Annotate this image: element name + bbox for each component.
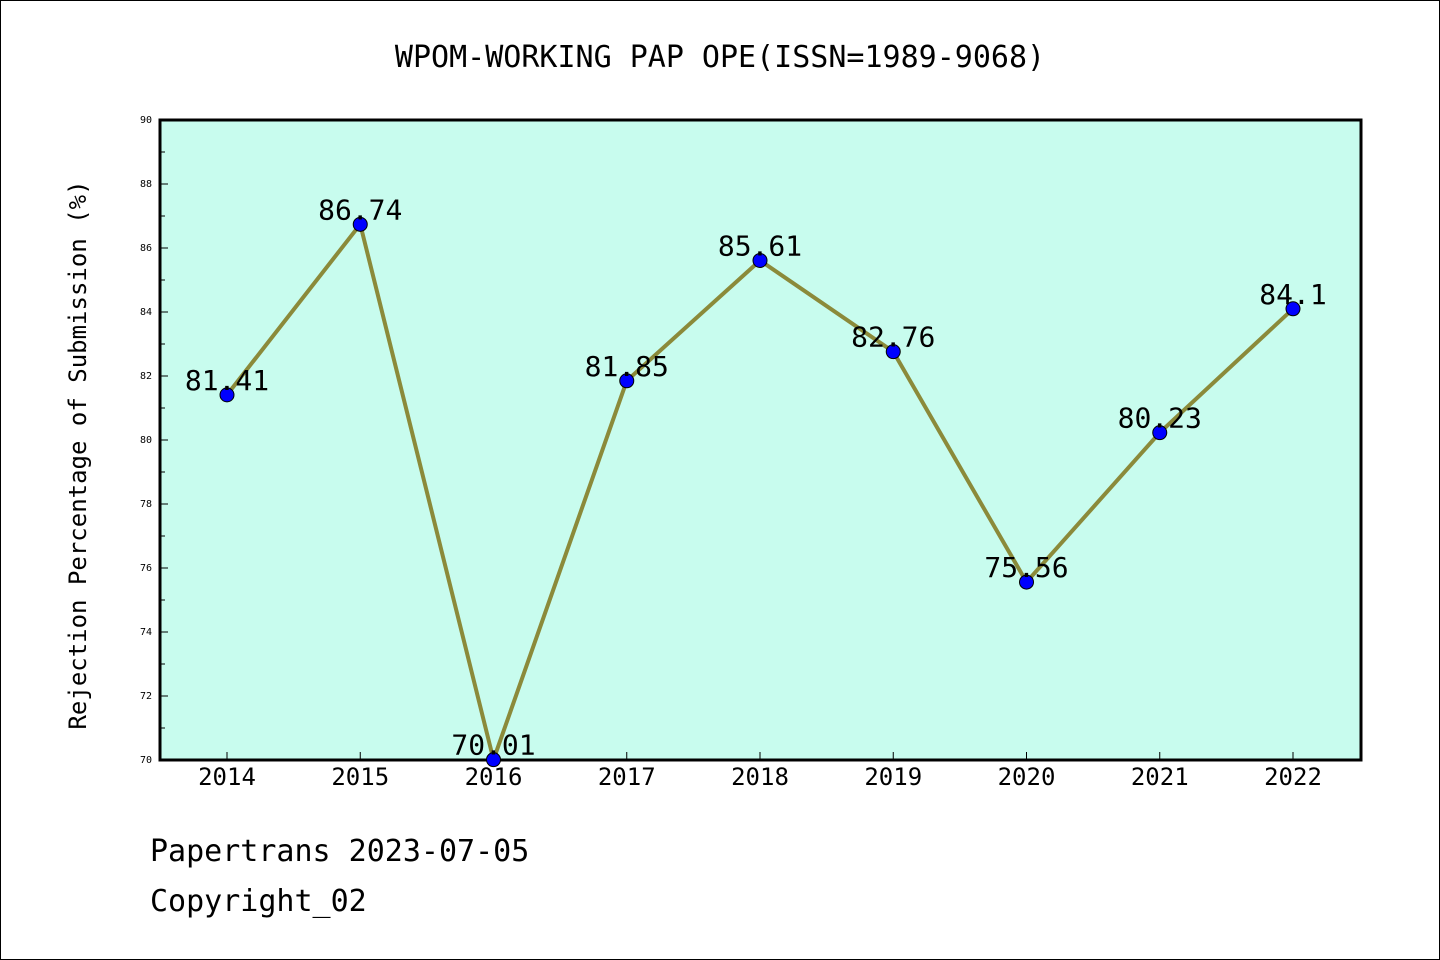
y-tick-label-76: 76 — [140, 563, 152, 574]
y-tick-label-72: 72 — [140, 691, 152, 702]
y-tick-label-78: 78 — [140, 499, 152, 510]
data-point-2021 — [1152, 425, 1168, 441]
data-point-2020 — [1019, 574, 1034, 590]
x-tick-label-2022: 2022 — [1264, 763, 1322, 791]
x-tick-label-2021: 2021 — [1131, 763, 1189, 791]
data-label-2021: 80.23 — [1118, 402, 1202, 435]
x-tick-label-2018: 2018 — [731, 763, 789, 791]
data-point-2016 — [486, 752, 501, 768]
y-tick-label-74: 74 — [140, 627, 152, 638]
y-axis: 70 72 74 76 78 80 82 84 86 88 90 — [140, 115, 168, 766]
y-tick-label-86: 86 — [140, 243, 152, 254]
y-tick-label-90: 90 — [140, 115, 152, 126]
data-point-2014 — [219, 387, 235, 403]
data-point-2019 — [885, 344, 901, 360]
x-tick-label-2014: 2014 — [198, 763, 256, 791]
data-label-2014: 81.41 — [185, 364, 269, 397]
data-label-2015: 86.74 — [318, 193, 402, 226]
x-tick-label-2019: 2019 — [864, 763, 922, 791]
data-labels: 81.41 86.74 70.01 81.85 85.61 82.76 75.56 80.23… — [185, 193, 1327, 761]
data-label-2020: 75.56 — [984, 551, 1068, 584]
x-tick-label-2016: 2016 — [465, 763, 523, 791]
y-tick-label-82: 82 — [140, 371, 152, 382]
data-point-2018 — [752, 252, 768, 268]
x-tick-label-2015: 2015 — [331, 763, 389, 791]
y-tick-label-84: 84 — [140, 307, 152, 318]
data-point-2015 — [352, 216, 368, 232]
data-label-2018: 85.61 — [718, 229, 802, 262]
footer-copyright: Copyright_02 — [150, 884, 367, 919]
x-tick-label-2020: 2020 — [998, 763, 1056, 791]
data-label-2022: 84.1 — [1259, 278, 1326, 311]
data-point-2017 — [619, 373, 635, 389]
data-label-2016: 70.01 — [451, 729, 535, 762]
markers — [219, 216, 1301, 768]
y-tick-label-88: 88 — [140, 179, 152, 190]
chart-title: WPOM-WORKING PAP OPE(ISSN=1989-9068) — [395, 40, 1045, 75]
y-tick-label-70: 70 — [140, 755, 152, 766]
y-axis-label: Rejection Percentage of Submission (%) — [64, 180, 92, 729]
footer-date: Papertrans 2023-07-05 — [150, 834, 530, 869]
data-label-2017: 81.85 — [585, 350, 669, 383]
data-point-2022 — [1285, 301, 1301, 317]
data-label-2019: 82.76 — [851, 321, 935, 354]
y-tick-label-80: 80 — [140, 435, 152, 446]
x-axis: 2014 2015 2016 2017 2018 2019 2020 2021 2022 — [198, 752, 1322, 791]
x-tick-label-2017: 2017 — [598, 763, 656, 791]
